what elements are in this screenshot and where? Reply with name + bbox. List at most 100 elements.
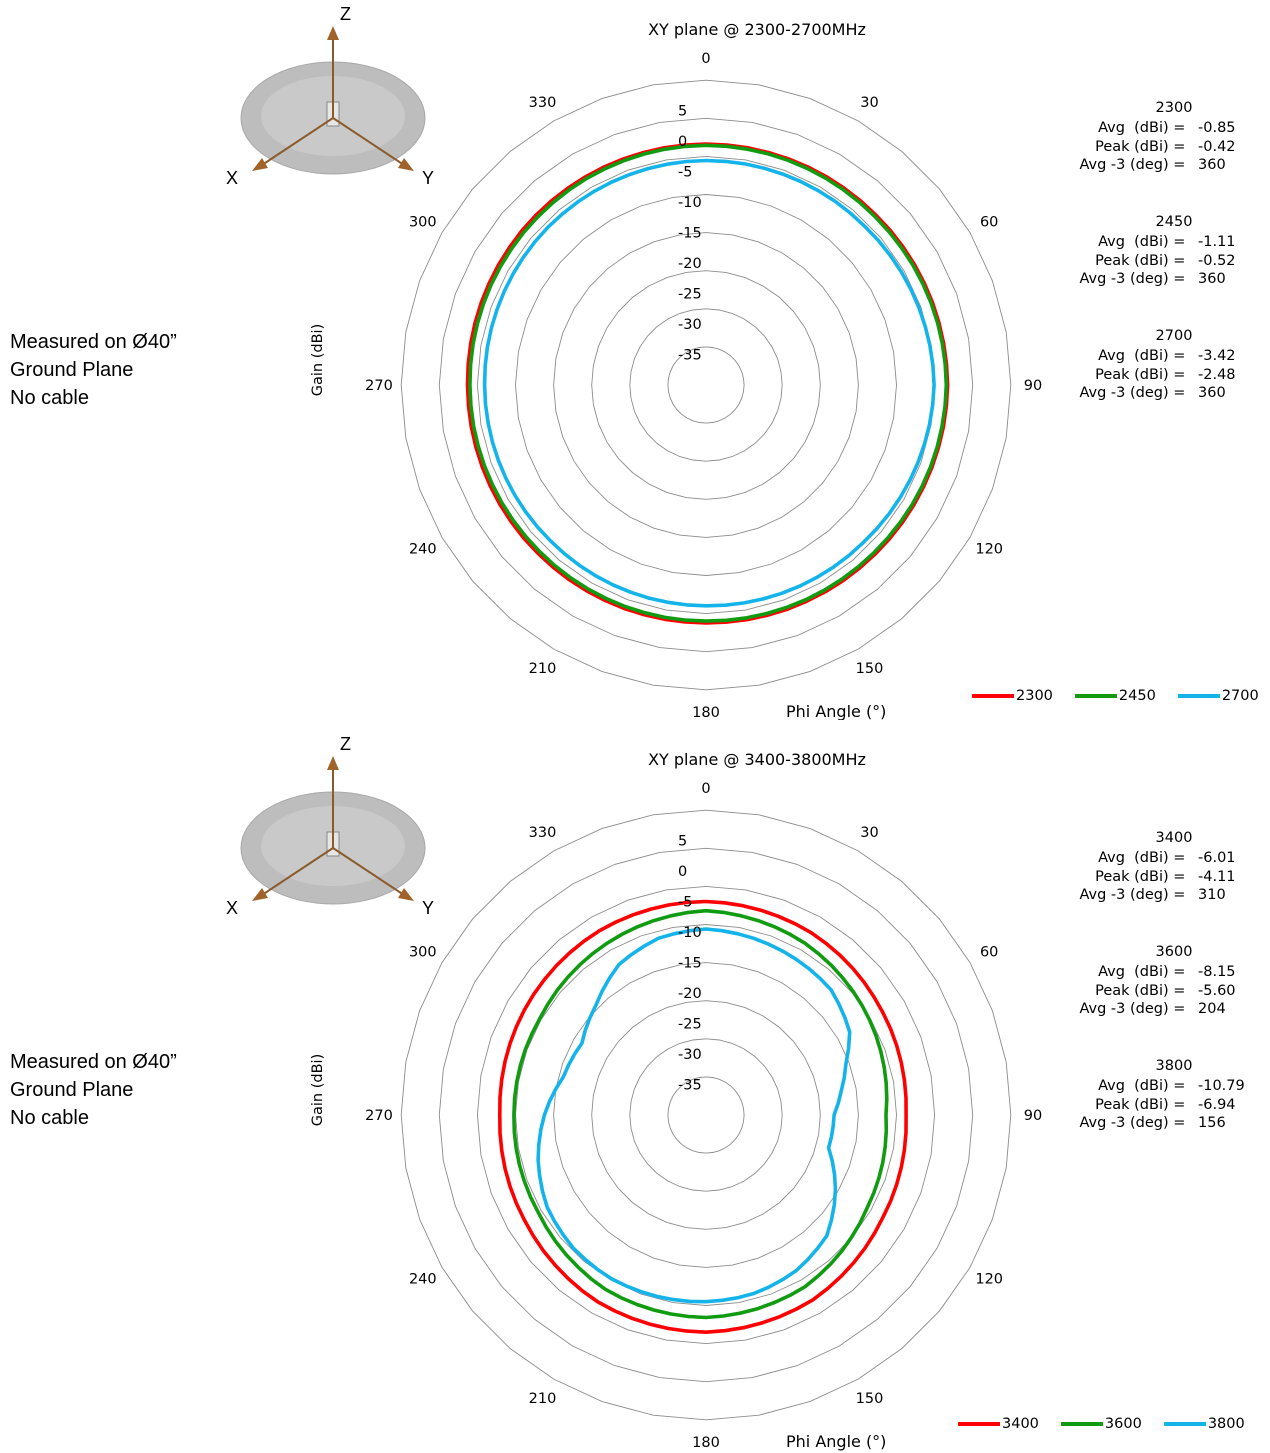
polar-grid [400,79,1012,691]
legend-swatch [1163,1422,1206,1426]
stats-table: 3400 Avg (dBi) = -6.01 Peak (dBi) = -4.1… [1030,827,1270,1169]
stat-row: Peak (dBi) = -5.60 [1030,982,1270,1001]
y-arrow-icon [398,888,414,901]
stat-value: -0.42 [1198,138,1236,155]
stat-label: Avg -3 (deg) = [1079,887,1190,903]
stat-row: Avg (dBi) = -6.01 [1030,849,1270,868]
legend-item: 2450 [1074,688,1156,704]
stat-block: 2700 Avg (dBi) = -3.42 Peak (dBi) = -2.4… [1030,325,1270,439]
stat-value: 360 [1198,157,1226,173]
grid-ring [476,885,936,1345]
stat-label: Peak (dBi) = [1095,252,1190,269]
radial-tick-label: -20 [678,256,702,272]
y-arrow-icon [398,158,414,171]
stat-label: Avg -3 (deg) = [1079,1001,1190,1017]
note-line: Ground Plane [10,1079,134,1101]
axes-orientation-icon: Z X Y [226,734,434,918]
radial-tick-labels: 5 0 -5 -10 -15 -20 -25 -30 -35 [678,834,702,1094]
y-label: Y [422,898,434,918]
x-axis-line [261,847,334,896]
stat-block: 3800 Avg (dBi) = -10.79 Peak (dBi) = -6.… [1030,1055,1270,1169]
legend-label: 2300 [1016,688,1053,704]
grid-ring [553,962,859,1268]
radial-tick-label: 0 [678,864,687,880]
stat-value: -0.52 [1198,252,1236,269]
angle-tick-label: 270 [365,1108,393,1124]
y-axis-title: Gain (dBi) [310,1054,326,1126]
measurement-note: Measured on Ø40” Ground Plane No cable [10,328,177,412]
stat-row: Avg -3 (deg) = 310 [1030,886,1270,905]
radial-tick-label: -15 [678,956,702,972]
stat-value: -2.48 [1198,366,1236,383]
radial-tick-label: -25 [678,287,702,303]
grid-ring [553,232,859,538]
grid-ring [438,847,974,1383]
stat-row: Peak (dBi) = -2.48 [1030,366,1270,385]
stats-table: 2300 Avg (dBi) = -0.85 Peak (dBi) = -0.4… [1030,97,1270,439]
radial-tick-label: -35 [678,1078,702,1094]
stat-label: Peak (dBi) = [1095,366,1190,383]
grid-ring [476,155,936,615]
axes-orientation-icon: Z X Y [226,4,434,188]
stat-label: Avg (dBi) = [1098,120,1190,136]
angle-tick-label: 330 [529,825,557,841]
legend-swatch [1177,694,1220,698]
stat-row: Avg -3 (deg) = 360 [1030,384,1270,403]
stat-row: Avg -3 (deg) = 204 [1030,1000,1270,1019]
stat-row: Avg -3 (deg) = 360 [1030,270,1270,289]
stat-frequency: 3600 [1155,944,1193,960]
angle-tick-label: 150 [856,661,884,677]
stat-value: 360 [1198,385,1226,401]
note-line: Ground Plane [10,359,134,381]
angle-tick-label: 30 [860,825,878,841]
angle-tick-label: 120 [975,542,1003,558]
grid-ring [515,194,897,576]
stat-label: Peak (dBi) = [1095,868,1190,885]
chart-panel-1: Z X Y XY plane @ 2300-2700MHz 5 0 -5 -10 -15… [0,0,1270,720]
chart-legend: 3400 3600 3800 [958,1416,1267,1432]
z-arrow-icon [327,26,339,40]
note-line: No cable [10,1107,89,1129]
stat-frequency: 2450 [1155,214,1193,230]
measurement-note: Measured on Ø40” Ground Plane No cable [10,1048,177,1132]
stat-label: Avg -3 (deg) = [1079,157,1190,173]
radial-tick-label: -35 [678,348,702,364]
angle-tick-label: 180 [692,1435,720,1451]
stat-label: Avg -3 (deg) = [1079,1115,1190,1131]
stat-label: Peak (dBi) = [1095,138,1190,155]
angle-tick-label: 0 [701,51,710,67]
series-layer [465,142,950,625]
stat-label: Peak (dBi) = [1095,1096,1190,1113]
stat-value: -0.85 [1198,120,1236,136]
note-line: No cable [10,387,89,409]
radial-tick-label: 0 [678,134,687,150]
angle-tick-label: 60 [980,215,998,231]
z-arrow-icon [327,756,339,770]
angle-tick-label: 300 [409,945,437,961]
y-axis-line [332,117,405,166]
angle-tick-label: 240 [409,542,437,558]
legend-label: 3400 [1002,1416,1039,1432]
angle-tick-label: 90 [1024,378,1042,394]
stat-label: Avg -3 (deg) = [1079,271,1190,287]
grid-ring [400,809,1012,1421]
stat-label: Avg (dBi) = [1098,850,1190,866]
chart-legend: 2300 2450 2700 [972,688,1270,704]
angle-tick-label: 120 [975,1272,1003,1288]
legend-swatch [972,694,1014,698]
series-line-2700 [482,158,936,608]
legend-item: 2300 [972,688,1053,704]
legend-label: 3800 [1207,1416,1245,1432]
stat-value: -5.60 [1198,982,1236,999]
legend-label: 2700 [1221,688,1259,704]
note-line: Measured on Ø40” [10,331,177,353]
grid-ring [591,1000,821,1230]
polar-plot-2: Z X Y XY plane @ 3400-3800MHz 5 0 -5 -10 -15… [226,734,1042,1451]
angle-tick-label: 150 [856,1391,884,1407]
radial-tick-label: -15 [678,226,702,242]
stat-row: Avg -3 (deg) = 156 [1030,1114,1270,1133]
stat-block: 3400 Avg (dBi) = -6.01 Peak (dBi) = -4.1… [1030,827,1270,941]
angle-tick-label: 240 [409,1272,437,1288]
stat-row: Avg (dBi) = -1.11 [1030,233,1270,252]
stat-label: Avg (dBi) = [1098,348,1190,364]
